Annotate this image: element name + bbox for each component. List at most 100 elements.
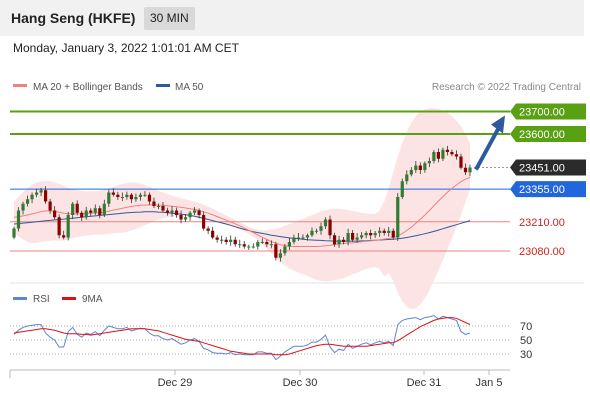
candle-body [170,210,174,213]
candle [192,207,197,215]
rsi-level-label-30: 30 [520,349,532,361]
candle-body [34,192,39,195]
rsi-ma9-line [13,317,471,356]
candle-body [292,237,296,242]
candle-body [337,239,341,245]
candle [310,227,314,238]
candle [233,236,237,247]
candle [400,178,404,200]
candle-body [310,230,314,236]
candle [30,192,34,204]
candle [423,161,427,173]
candle-body [84,210,88,218]
candle-body [432,152,436,161]
candle [296,233,301,241]
chart-header: Hang Seng (HKFE) 30 MIN [0,0,584,36]
candle [12,226,16,240]
candle [107,189,111,207]
candle-body [454,154,459,157]
candle-body [134,197,138,200]
price-label-0: 23700.00 [519,107,565,119]
candle-body [147,194,152,202]
candle-body [274,244,278,258]
candle [75,200,79,216]
candle-body [21,203,25,211]
candle [39,187,43,197]
rsi-panel: 70 50 30 [10,314,532,361]
candle [414,161,418,173]
candle-body [188,212,192,218]
candle-body [247,246,251,248]
candle [427,157,431,168]
candle-body [197,210,201,215]
price-levels [10,110,510,252]
candle [341,237,346,245]
x-axis-labels: Dec 29 Dec 30 Dec 31 Jan 5 [158,370,502,389]
candle [364,231,368,239]
candle-body [265,242,269,245]
candle [93,204,97,215]
candle-body [44,190,48,202]
price-label-bg-1 [510,126,586,142]
candle [396,192,400,241]
candle [355,233,359,243]
candle [147,192,152,205]
candle [265,239,269,248]
candle [378,227,382,237]
candle-body [80,212,84,218]
x-tick-label-2: Dec 31 [407,377,442,389]
candle [129,192,133,204]
candle [66,211,70,241]
candle [242,241,246,249]
timeframe-button[interactable]: 30 MIN [144,7,195,30]
candle [369,229,373,240]
candle [125,191,129,200]
candle [34,188,39,198]
candle [57,214,61,239]
candle-body [71,203,75,215]
forecast-arrow-head [491,115,505,134]
candle-body [323,219,328,227]
candle [405,170,409,185]
candle-body [229,239,233,242]
candle-body [301,237,305,239]
candle [80,210,84,222]
candle-body [360,235,364,238]
candle-body [463,167,468,173]
candle-body [364,233,368,236]
candle [247,244,251,250]
candle-body [57,217,61,236]
candle-body [251,246,255,248]
candle [220,235,224,244]
candle [179,210,183,224]
candle [332,232,337,247]
candle-body [39,190,43,193]
candle [314,228,319,234]
candle-body [418,165,422,170]
rsi-level-label-70: 70 [520,321,532,333]
candle [138,192,143,201]
candle [337,235,341,248]
candle-body [423,163,427,170]
candle-body [355,237,359,240]
candle-body [16,210,21,229]
candle [251,243,255,249]
candle [21,201,25,215]
candle-body [152,201,156,206]
ma50-legend-label: MA 50 [175,82,204,93]
ma9-legend-label: 9MA [82,294,103,305]
candle [445,145,450,156]
candle-body [233,239,237,245]
x-tick-label-1: Dec 30 [283,377,318,389]
candle-body [93,208,97,213]
price-level-labels: 23700.00 23600.00 23451.00 23355.00 23210.00… [510,103,586,258]
candle [292,234,296,245]
candle-body [283,246,287,254]
candle-body [405,174,409,182]
bollinger-band-area [14,108,470,310]
candle-body [332,235,337,245]
candle [174,207,179,218]
candle [84,206,88,220]
candle [48,198,52,214]
candle [170,206,174,217]
